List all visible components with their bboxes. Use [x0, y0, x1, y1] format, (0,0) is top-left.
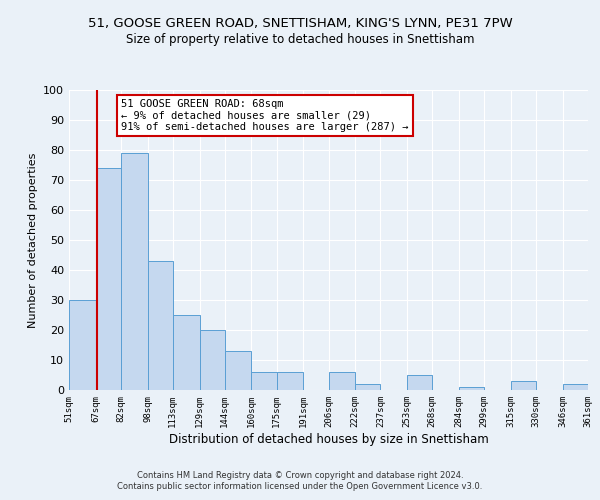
Bar — [173, 315, 200, 390]
Bar — [407, 375, 432, 390]
Bar — [148, 261, 173, 390]
Text: 51, GOOSE GREEN ROAD, SNETTISHAM, KING'S LYNN, PE31 7PW: 51, GOOSE GREEN ROAD, SNETTISHAM, KING'S… — [88, 18, 512, 30]
Bar — [563, 384, 588, 390]
Bar — [96, 168, 121, 390]
Text: 51 GOOSE GREEN ROAD: 68sqm
← 9% of detached houses are smaller (29)
91% of semi-: 51 GOOSE GREEN ROAD: 68sqm ← 9% of detac… — [121, 99, 409, 132]
Bar — [69, 300, 96, 390]
Bar — [121, 153, 148, 390]
Bar — [329, 372, 355, 390]
X-axis label: Distribution of detached houses by size in Snettisham: Distribution of detached houses by size … — [169, 432, 488, 446]
Y-axis label: Number of detached properties: Number of detached properties — [28, 152, 38, 328]
Bar — [224, 351, 251, 390]
Bar — [355, 384, 380, 390]
Bar — [277, 372, 304, 390]
Text: Contains HM Land Registry data © Crown copyright and database right 2024.: Contains HM Land Registry data © Crown c… — [137, 470, 463, 480]
Bar — [251, 372, 277, 390]
Bar — [459, 387, 484, 390]
Bar — [511, 381, 536, 390]
Text: Size of property relative to detached houses in Snettisham: Size of property relative to detached ho… — [126, 32, 474, 46]
Bar — [200, 330, 224, 390]
Text: Contains public sector information licensed under the Open Government Licence v3: Contains public sector information licen… — [118, 482, 482, 491]
